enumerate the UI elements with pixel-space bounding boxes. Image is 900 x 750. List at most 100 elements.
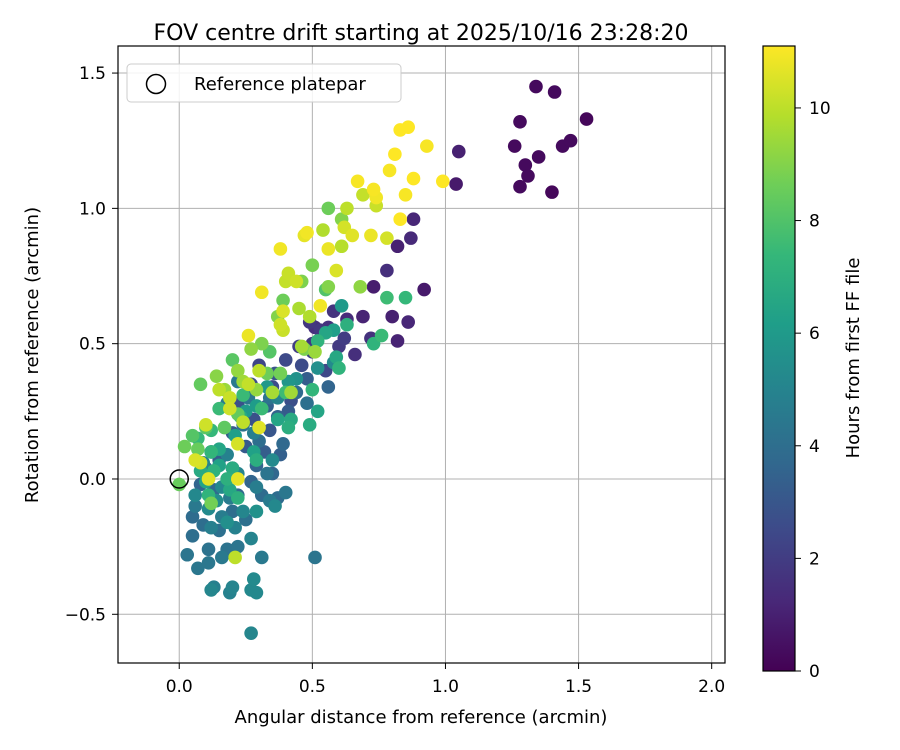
- scatter-point: [579, 112, 594, 126]
- scatter-point: [180, 547, 195, 562]
- y-tick-label: 1.5: [79, 64, 106, 84]
- scatter-point: [340, 317, 354, 332]
- scatter-point: [188, 453, 203, 467]
- plot-frame: [117, 45, 726, 664]
- colorbar-label: Hours from first FF file: [843, 258, 864, 459]
- scatter-point: [281, 420, 296, 435]
- scatter-point: [244, 342, 258, 356]
- y-axis-label: Rotation from reference (arcmin): [22, 207, 43, 503]
- scatter-point: [310, 334, 325, 348]
- scatter-point: [366, 182, 381, 197]
- scatter-point: [185, 529, 200, 543]
- x-tick-label: 0.0: [166, 677, 193, 697]
- scatter-point: [201, 542, 216, 557]
- x-tick-label: 1.5: [565, 677, 592, 697]
- scatter-point: [401, 315, 415, 329]
- scatter-point: [268, 499, 282, 513]
- legend-box: [126, 63, 402, 103]
- scatter-point: [300, 396, 314, 411]
- scatter-point: [334, 298, 349, 313]
- scatter-point: [231, 539, 245, 554]
- y-axis-ticks: −0.5 0.0 0.5 1.0 1.5: [65, 64, 118, 625]
- scatter-point: [231, 437, 245, 451]
- scatter-point: [364, 228, 378, 243]
- scatter-point: [276, 293, 290, 308]
- scatter-point: [334, 239, 349, 254]
- scatter-point: [563, 133, 578, 148]
- scatter-point: [244, 531, 258, 546]
- x-tick-label: 1.0: [432, 677, 459, 697]
- scatter-point: [308, 550, 322, 565]
- scatter-point: [420, 139, 434, 153]
- colorbar-tick-label: 6: [809, 324, 820, 344]
- scatter-point: [435, 174, 450, 189]
- scatter-point: [273, 317, 288, 332]
- scatter-point: [223, 401, 237, 416]
- colorbar-tick-label: 4: [809, 437, 820, 457]
- scatter-point: [380, 263, 394, 278]
- scatter-point: [223, 390, 237, 405]
- scatter-point: [340, 201, 354, 216]
- scatter-point: [204, 583, 218, 597]
- reference-platepar-marker: [169, 469, 189, 489]
- scatter-point: [265, 453, 280, 467]
- scatter-point: [507, 139, 522, 153]
- scatter-point: [545, 185, 559, 199]
- scatter-point: [284, 385, 298, 400]
- scatter-point: [217, 420, 232, 435]
- legend: Reference platepar: [126, 63, 402, 103]
- scatter-point: [547, 85, 562, 99]
- scatter-point: [278, 485, 293, 500]
- scatter-point: [329, 263, 344, 278]
- scatter-point: [521, 169, 535, 183]
- x-tick-label: 0.5: [299, 677, 326, 697]
- scatter-point: [380, 231, 394, 245]
- scatter-point: [193, 377, 208, 392]
- scatter-point: [321, 280, 336, 294]
- scatter-point: [417, 282, 431, 297]
- scatter-point: [313, 298, 328, 313]
- scatter-point: [305, 258, 320, 272]
- scatter-point: [254, 401, 269, 416]
- scatter-point: [337, 331, 352, 346]
- scatter-point: [188, 499, 203, 513]
- scatter-point: [172, 477, 187, 492]
- y-tick-label: 0.0: [79, 470, 106, 490]
- scatter-point: [225, 580, 240, 595]
- scatter-point: [353, 280, 368, 294]
- scatter-point: [374, 328, 389, 343]
- scatter-point: [254, 336, 269, 351]
- scatter-point: [276, 304, 290, 319]
- scatter-point: [321, 201, 336, 216]
- y-tick-label: −0.5: [65, 605, 106, 625]
- scatter-point: [390, 334, 405, 348]
- scatter-point: [350, 174, 365, 189]
- scatter-point: [321, 380, 336, 394]
- scatter-point: [212, 382, 226, 397]
- scatter-point: [398, 188, 413, 202]
- scatter-point: [249, 585, 264, 600]
- scatter-point: [382, 163, 397, 178]
- scatter-point: [513, 114, 527, 129]
- scatter-point: [254, 285, 269, 300]
- scatter-point: [241, 377, 256, 392]
- scatter-point: [249, 504, 264, 519]
- scatter-point: [249, 480, 264, 494]
- scatter-point: [316, 223, 330, 237]
- scatter-point: [294, 358, 309, 373]
- scatter-point: [215, 550, 229, 565]
- scatter-point: [225, 504, 240, 519]
- scatter-point: [204, 520, 218, 535]
- scatter-point: [393, 212, 408, 226]
- scatter-point: [177, 439, 192, 454]
- y-tick-label: 0.5: [79, 335, 106, 355]
- scatter-point: [201, 472, 216, 486]
- scatter-point: [231, 491, 245, 505]
- scatter-point: [380, 290, 394, 305]
- scatter-point: [260, 466, 274, 481]
- scatter-point: [204, 496, 218, 511]
- scatter-point: [404, 231, 418, 245]
- scatter-point: [278, 353, 293, 367]
- scatter-point: [449, 177, 463, 191]
